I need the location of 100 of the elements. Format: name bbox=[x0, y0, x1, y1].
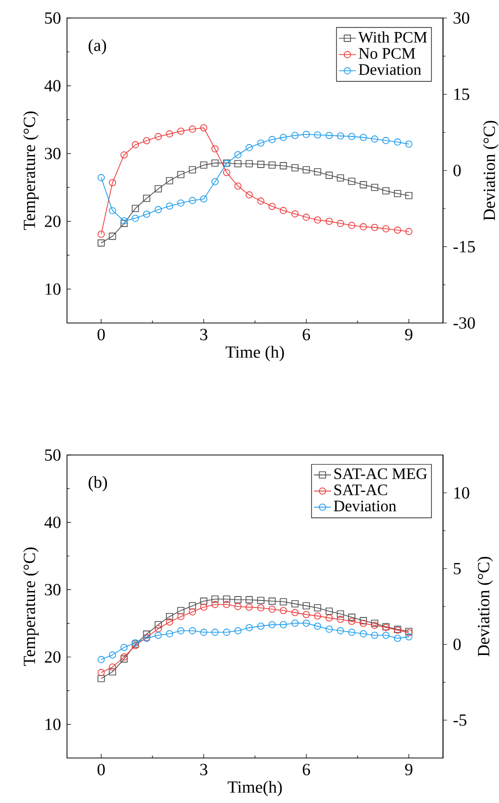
point bbox=[348, 132, 356, 140]
y-tick-label: 20 bbox=[44, 216, 60, 228]
point bbox=[234, 627, 242, 634]
point bbox=[143, 194, 150, 202]
point bbox=[257, 197, 264, 205]
point bbox=[394, 226, 402, 234]
point bbox=[246, 604, 253, 611]
point bbox=[108, 664, 116, 671]
y-tick-label: 30 bbox=[44, 148, 60, 160]
point bbox=[382, 187, 390, 194]
point bbox=[246, 160, 253, 168]
y2-tick-label: -5 bbox=[453, 714, 466, 726]
point bbox=[257, 596, 264, 604]
point bbox=[246, 191, 253, 198]
point bbox=[98, 230, 105, 238]
point bbox=[166, 618, 174, 626]
point bbox=[257, 139, 264, 147]
y-tick-label: 40 bbox=[44, 516, 60, 528]
point bbox=[302, 166, 310, 174]
point bbox=[234, 182, 242, 190]
point bbox=[280, 206, 287, 214]
legend-label: SAT-AC bbox=[334, 484, 388, 496]
point bbox=[348, 628, 356, 636]
point bbox=[166, 613, 174, 620]
x-tick-label: 3 bbox=[200, 764, 208, 776]
point bbox=[223, 628, 230, 636]
point bbox=[188, 627, 196, 634]
point bbox=[405, 140, 412, 148]
point bbox=[360, 223, 367, 230]
point bbox=[188, 602, 196, 610]
point bbox=[223, 600, 230, 608]
point bbox=[336, 610, 344, 618]
point bbox=[326, 218, 333, 225]
point bbox=[336, 132, 344, 140]
point bbox=[302, 214, 310, 221]
point bbox=[200, 195, 208, 203]
point bbox=[336, 616, 344, 623]
point bbox=[302, 130, 310, 138]
point bbox=[200, 628, 208, 636]
point bbox=[188, 196, 196, 204]
point bbox=[166, 202, 174, 210]
point bbox=[200, 598, 208, 605]
point bbox=[348, 614, 356, 621]
point bbox=[348, 618, 356, 625]
y-tick-label: 50 bbox=[45, 449, 60, 461]
point bbox=[257, 604, 264, 612]
y-tick-label: 20 bbox=[44, 651, 60, 663]
legend-label: SAT-AC MEG bbox=[334, 468, 427, 480]
point bbox=[326, 626, 333, 633]
y-tick-label: 40 bbox=[44, 80, 60, 92]
point bbox=[177, 170, 184, 178]
point bbox=[348, 178, 356, 185]
point bbox=[268, 621, 276, 628]
legend-label: Deviation bbox=[334, 500, 396, 512]
point bbox=[246, 596, 253, 604]
point bbox=[257, 622, 264, 630]
point bbox=[166, 630, 174, 638]
point bbox=[394, 138, 402, 146]
point bbox=[360, 134, 367, 142]
point bbox=[291, 620, 299, 627]
point bbox=[268, 606, 276, 613]
point bbox=[132, 204, 139, 212]
point bbox=[371, 184, 378, 192]
point bbox=[177, 128, 184, 135]
point bbox=[177, 627, 184, 634]
point bbox=[394, 190, 402, 198]
point bbox=[154, 632, 162, 639]
point bbox=[211, 628, 219, 636]
point bbox=[108, 651, 116, 659]
point bbox=[268, 161, 276, 169]
point bbox=[143, 630, 150, 638]
point bbox=[360, 620, 367, 627]
y2-axis-title: Deviation (°C) bbox=[477, 556, 493, 656]
point bbox=[302, 610, 310, 618]
point bbox=[211, 159, 219, 167]
y2-tick-label: 0 bbox=[454, 164, 461, 176]
point bbox=[177, 613, 184, 620]
point bbox=[371, 135, 378, 143]
point bbox=[371, 632, 378, 639]
point bbox=[188, 166, 196, 174]
point bbox=[268, 202, 276, 210]
y2-tick-label: 0 bbox=[454, 638, 461, 650]
y-tick-label: 10 bbox=[46, 283, 60, 295]
point bbox=[336, 220, 344, 227]
y-tick-label: 10 bbox=[46, 718, 60, 730]
point bbox=[360, 617, 367, 624]
point bbox=[188, 126, 196, 133]
y2-tick-label: 5 bbox=[454, 562, 461, 574]
point bbox=[302, 620, 310, 627]
point bbox=[154, 185, 162, 192]
x-tick-label: 9 bbox=[405, 328, 412, 340]
point bbox=[291, 608, 299, 616]
point bbox=[280, 598, 287, 606]
point bbox=[246, 624, 253, 632]
point bbox=[314, 612, 322, 620]
point bbox=[166, 130, 174, 138]
point bbox=[326, 608, 333, 615]
point bbox=[211, 145, 219, 152]
point bbox=[257, 160, 264, 168]
annotation: (a) bbox=[88, 39, 106, 55]
